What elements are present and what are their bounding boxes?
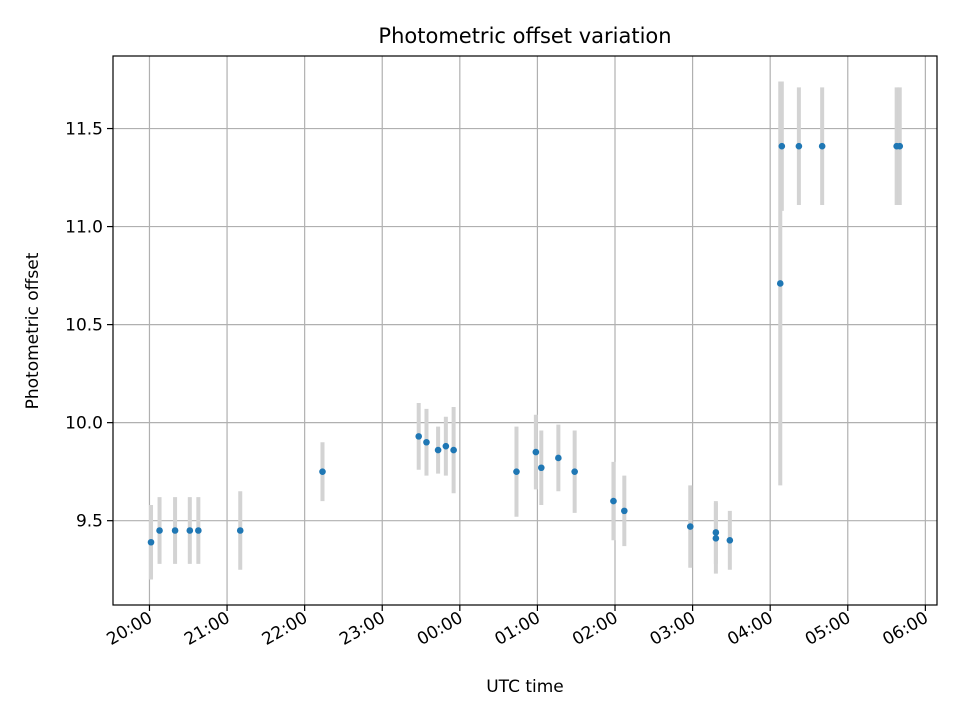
data-point — [712, 529, 720, 536]
data-point — [532, 448, 540, 456]
data-points — [147, 142, 904, 546]
data-point — [156, 527, 163, 534]
plot-frame — [112, 55, 938, 606]
x-tick-label: 05:00 — [802, 608, 854, 650]
data-point — [171, 527, 179, 534]
y-tick-label: 10.5 — [65, 316, 103, 336]
data-point — [571, 468, 578, 475]
data-point — [776, 280, 784, 287]
x-tick-label: 01:00 — [491, 608, 543, 650]
data-point — [186, 527, 194, 534]
y-tick-label: 11.0 — [65, 218, 103, 238]
data-point — [423, 438, 430, 446]
y-axis-label: Photometric offset — [23, 252, 43, 409]
data-point — [778, 142, 786, 150]
data-point — [896, 142, 904, 150]
y-tick-label: 9.5 — [76, 512, 103, 532]
y-tick-label: 10.0 — [65, 414, 103, 434]
error-bars — [149, 81, 902, 580]
data-point — [415, 433, 423, 440]
x-tick-label: 03:00 — [647, 608, 699, 650]
x-tick-label: 22:00 — [259, 608, 311, 650]
data-point — [434, 446, 442, 454]
x-tick-label: 00:00 — [414, 608, 466, 650]
x-tick-label: 04:00 — [724, 608, 776, 650]
data-point — [818, 142, 826, 150]
x-tick-label: 21:00 — [181, 608, 233, 650]
chart-title: Photometric offset variation — [378, 24, 671, 48]
data-point — [147, 538, 155, 546]
data-point — [450, 446, 457, 454]
data-point — [726, 536, 734, 544]
grid — [113, 56, 937, 605]
data-point — [795, 142, 803, 150]
x-tick-label: 06:00 — [879, 608, 931, 650]
x-axis-ticks: 20:00 21:00 22:00 23:00 00:00 01:00 02:00 03:00… — [104, 605, 932, 650]
data-point — [513, 468, 520, 475]
data-point — [712, 535, 720, 542]
data-point — [442, 442, 450, 450]
x-tick-label: 02:00 — [569, 608, 621, 650]
data-point — [686, 523, 694, 530]
data-point — [195, 527, 202, 534]
x-tick-label: 23:00 — [336, 608, 388, 650]
data-point — [537, 464, 545, 472]
y-axis-ticks: 9.5 10.0 10.5 11.0 11.5 — [65, 120, 113, 532]
y-tick-label: 11.5 — [65, 120, 103, 140]
data-point — [621, 507, 628, 515]
x-axis-label: UTC time — [486, 677, 564, 697]
data-point — [236, 527, 244, 534]
data-point — [319, 468, 326, 475]
x-tick-label: 20:00 — [104, 608, 156, 650]
data-point — [555, 454, 562, 462]
data-point — [610, 497, 617, 505]
